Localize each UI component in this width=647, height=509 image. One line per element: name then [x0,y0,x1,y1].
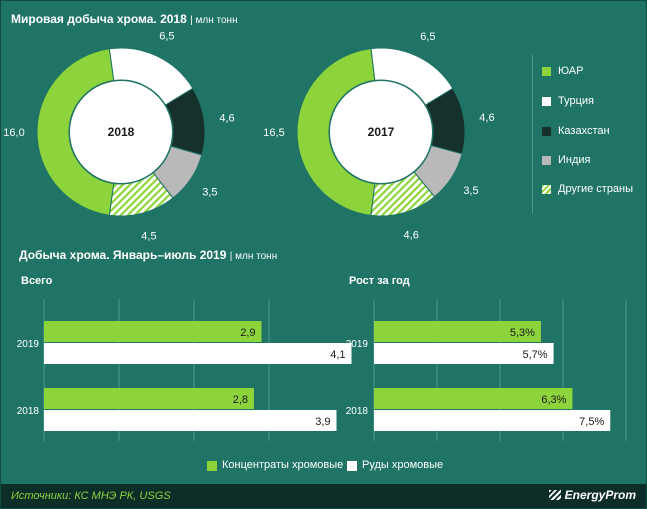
bar-value-label: 4,1 [330,349,345,361]
bar-ores [374,343,554,364]
legend-swatch [347,461,357,471]
donut-legend: ЮАР Турция Казахстан Индия Другие страны [532,55,643,213]
source-text: Источники: КС МНЭ РК, USGS [11,490,171,502]
section-title: Добыча хрома. Январь–июль 2019 | млн тон… [19,248,278,262]
legend-swatch [542,67,551,76]
brand-name: EnergyProm [564,488,636,502]
donut-chart-2017: 16,5 6,5 4,6 3,5 4,6 2017 [263,31,494,241]
legend-swatch [542,156,551,165]
bar-ores [44,410,337,431]
legend-label: Казахстан [558,125,610,137]
slice-value-label: 16,5 [263,127,284,139]
slice-value-label: 6,5 [420,31,435,43]
legend-swatch [542,185,551,194]
legend-label: ЮАР [558,65,584,77]
donut-charts: 16,0 6,5 4,6 3,5 4,5 2018 16,5 6,5 4,6 3,5 4,6 2017 [3,30,494,241]
bar-concentrates [44,388,254,409]
section-title-text: Добыча хрома. Январь–июль 2019 [19,248,227,262]
legend-label: Другие страны [558,183,634,195]
section-unit: млн тонн [235,251,278,262]
donut-hole [330,81,432,183]
slice-other [108,172,174,217]
slice-south-africa [36,48,115,216]
bar-concentrates [374,321,541,342]
bar-value-label: 2,9 [240,327,255,339]
category-label: 2019 [17,339,40,350]
bar-concentrates [44,321,262,342]
bar-value-label: 7,5% [579,416,604,428]
slice-value-label: 3,5 [463,185,478,197]
slice-value-label: 4,6 [219,113,234,125]
brand-logo: EnergyProm [548,488,636,502]
bar-chart-title-total: Всего [21,275,53,287]
bar-chart-title-growth: Рост за год [349,275,410,287]
bar-value-label: 3,9 [315,416,330,428]
title-unit: млн тонн [195,15,238,26]
bar-chart-growth: 2019 5,3% 5,7% 2018 6,3% 7,5% [346,299,627,441]
bar-concentrates [374,388,573,409]
legend-label: Индия [558,154,591,166]
bar-value-label: 5,7% [522,349,547,361]
bar-value-label: 6,3% [541,394,566,406]
slice-value-label: 16,0 [3,127,24,139]
donut-hole [70,81,172,183]
slice-value-label: 4,6 [479,112,494,124]
bar-value-label: 5,3% [510,327,535,339]
category-label: 2018 [17,406,40,417]
legend-label: Руды хромовые [362,459,444,471]
bar-charts: 2019 2,9 4,1 2018 2,8 3,9 2019 5,3% 5,7% 2018 6,3%… [17,299,627,441]
slice-value-label: 6,5 [159,30,174,42]
slice-value-label: 3,5 [202,187,217,199]
slice-value-label: 4,5 [141,230,156,241]
donut-center-label: 2017 [368,125,395,139]
page-title: Мировая добыча хрома. 2018 | млн тонн [11,12,238,26]
bar-value-label: 2,8 [233,394,248,406]
bar-ores [374,410,611,431]
slice-value-label: 4,6 [404,230,419,241]
legend-swatch [542,127,551,136]
footer: Источники: КС МНЭ РК, USGS EnergyProm [1,484,646,508]
bar-ores [44,343,352,364]
category-label: 2019 [346,339,369,350]
donut-chart-2018: 16,0 6,5 4,6 3,5 4,5 2018 [3,30,234,241]
legend-label: Турция [558,95,594,107]
legend-swatch [542,97,551,106]
slice-other [370,171,436,217]
title-text: Мировая добыча хрома. 2018 [11,12,187,26]
donut-center-label: 2018 [108,125,135,139]
category-label: 2018 [346,406,369,417]
bar-chart-total: 2019 2,9 4,1 2018 2,8 3,9 [17,299,352,441]
legend-label: Концентраты хромовые [222,459,344,471]
slice-south-africa [296,48,376,216]
brand-icon [548,490,561,500]
legend-swatch [207,461,217,471]
